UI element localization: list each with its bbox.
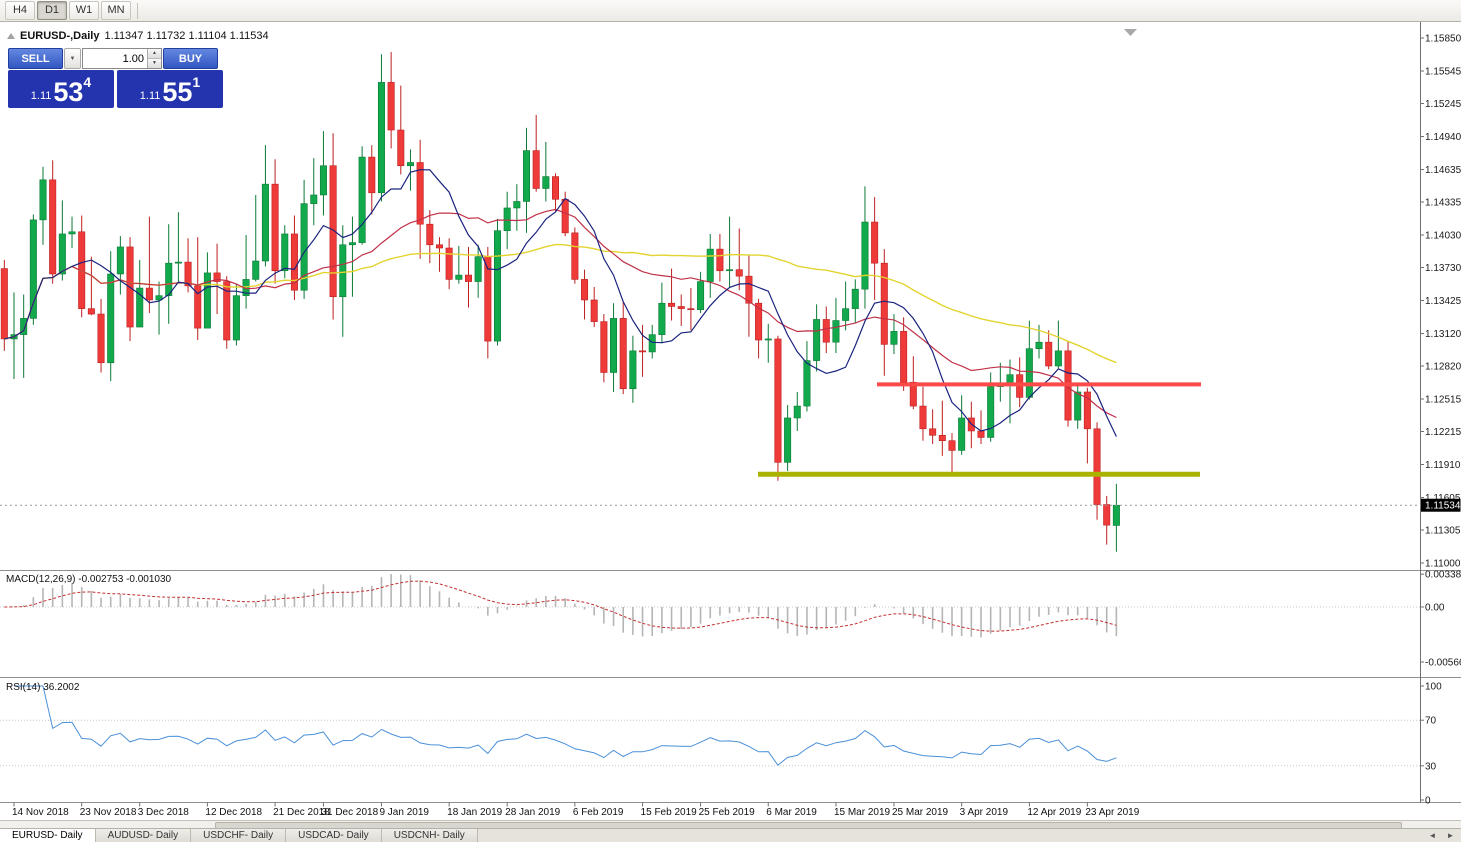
one-click-collapse-icon[interactable]	[7, 33, 15, 39]
svg-text:3 Apr 2019: 3 Apr 2019	[960, 807, 1009, 818]
svg-text:12 Dec 2018: 12 Dec 2018	[205, 807, 262, 818]
svg-text:100: 100	[1425, 682, 1442, 693]
tab-usdcnh-daily[interactable]: USDCNH- Daily	[381, 829, 478, 842]
svg-text:1.15850: 1.15850	[1425, 34, 1461, 45]
svg-text:1.14030: 1.14030	[1425, 231, 1461, 242]
svg-text:1.11605: 1.11605	[1425, 493, 1461, 504]
svg-text:1.14335: 1.14335	[1425, 198, 1461, 209]
chevron-down-icon: ▼	[69, 55, 76, 62]
svg-text:1.12820: 1.12820	[1425, 362, 1461, 373]
buy-price-pip-digit: 1	[192, 74, 201, 90]
svg-text:1.12215: 1.12215	[1425, 427, 1461, 438]
ma-55-line	[4, 243, 1117, 364]
macd-signal-line	[4, 580, 1117, 632]
svg-text:MACD(12,26,9) -0.002753 -0.00: MACD(12,26,9) -0.002753 -0.001030	[6, 574, 172, 585]
chart-tabs-bar: EURUSD- Daily AUDUSD- Daily USDCHF- Dail…	[0, 828, 1461, 842]
buy-button[interactable]: BUY	[163, 48, 218, 69]
tab-scroll-left-icon[interactable]: ◄	[1428, 830, 1437, 840]
chart-ohlc-values: 1.11347 1.11732 1.11104 1.11534	[104, 30, 269, 42]
svg-text:6 Feb 2019: 6 Feb 2019	[573, 807, 624, 818]
svg-text:70: 70	[1425, 716, 1437, 727]
sell-price-pip-digit: 4	[83, 74, 92, 90]
svg-text:1.14635: 1.14635	[1425, 165, 1461, 176]
svg-text:25 Feb 2019: 25 Feb 2019	[699, 807, 756, 818]
svg-text:1.11000: 1.11000	[1425, 559, 1461, 570]
sell-price-big-digits: 53	[53, 77, 84, 107]
sell-button[interactable]: SELL	[8, 48, 63, 69]
tab-usdchf-daily[interactable]: USDCHF- Daily	[191, 829, 287, 842]
svg-text:1.11910: 1.11910	[1425, 460, 1461, 471]
buy-price-prefix: 1.11	[139, 90, 161, 102]
svg-text:23 Nov 2018: 23 Nov 2018	[80, 807, 137, 818]
svg-text:-0.005663: -0.005663	[1425, 657, 1461, 668]
svg-text:21 Dec 2018: 21 Dec 2018	[273, 807, 330, 818]
svg-text:1.14940: 1.14940	[1425, 132, 1461, 143]
volume-input[interactable]	[83, 49, 147, 68]
svg-text:25 Mar 2019: 25 Mar 2019	[892, 807, 949, 818]
svg-text:1.15545: 1.15545	[1425, 67, 1461, 78]
buy-price-big-digits: 55	[162, 77, 193, 107]
macd-histogram	[13, 574, 1118, 638]
shift-marker-icon	[1124, 29, 1137, 36]
svg-text:1.11534: 1.11534	[1425, 501, 1461, 512]
volume-spinner: ▲ ▼	[147, 49, 161, 68]
one-click-trading-panel: SELL ▼ ▲ ▼ BUY 1.11534 1.115	[8, 48, 228, 108]
svg-text:1.15245: 1.15245	[1425, 99, 1461, 110]
volume-increase-button[interactable]: ▲	[148, 49, 161, 59]
svg-text:15 Feb 2019: 15 Feb 2019	[641, 807, 698, 818]
timeframe-toolbar: H4 D1 W1 MN	[0, 0, 1461, 22]
svg-text:1.11305: 1.11305	[1425, 526, 1461, 537]
svg-text:23 Apr 2019: 23 Apr 2019	[1085, 807, 1139, 818]
svg-text:0.003383: 0.003383	[1425, 570, 1461, 581]
svg-text:6 Mar 2019: 6 Mar 2019	[766, 807, 817, 818]
svg-text:31 Dec 2018: 31 Dec 2018	[321, 807, 378, 818]
svg-text:1.13730: 1.13730	[1425, 263, 1461, 274]
toolbar-divider	[137, 2, 138, 19]
buy-price-display[interactable]: 1.11 55 1	[117, 70, 223, 108]
timeframe-w1-button[interactable]: W1	[69, 1, 99, 20]
current-price-tag	[1421, 498, 1461, 512]
svg-text:0.00: 0.00	[1425, 603, 1445, 614]
svg-text:28 Jan 2019: 28 Jan 2019	[505, 807, 560, 818]
svg-text:1.13425: 1.13425	[1425, 296, 1461, 307]
volume-dropdown-button[interactable]: ▼	[64, 48, 81, 69]
volume-box: ▲ ▼	[82, 48, 162, 69]
svg-text:30: 30	[1425, 761, 1437, 772]
svg-text:1.13120: 1.13120	[1425, 329, 1461, 340]
sell-price-prefix: 1.11	[30, 90, 52, 102]
timeframe-mn-button[interactable]: MN	[101, 1, 131, 20]
tab-audusd-daily[interactable]: AUDUSD- Daily	[95, 829, 192, 842]
ma-8-line	[4, 169, 1117, 437]
svg-text:0: 0	[1425, 796, 1431, 807]
candles-layer	[0, 52, 1120, 552]
tab-scroll-right-icon[interactable]: ►	[1446, 830, 1455, 840]
rsi-line	[14, 685, 1117, 766]
svg-text:1.12515: 1.12515	[1425, 395, 1461, 406]
chart-title: EURUSD-,Daily 1.11347 1.11732 1.11104 1.…	[7, 30, 269, 42]
timeframe-d1-button[interactable]: D1	[37, 1, 67, 20]
svg-text:15 Mar 2019: 15 Mar 2019	[834, 807, 891, 818]
sell-price-display[interactable]: 1.11 53 4	[8, 70, 114, 108]
main-chart-canvas[interactable]: 1.15850 1.15545 1.15245 1.14940 1.14635 1.143…	[0, 22, 1461, 820]
svg-text:9 Jan 2019: 9 Jan 2019	[379, 807, 429, 818]
tab-eurusd-daily[interactable]: EURUSD- Daily	[0, 829, 96, 842]
svg-text:14 Nov 2018: 14 Nov 2018	[12, 807, 69, 818]
svg-text:3 Dec 2018: 3 Dec 2018	[138, 807, 190, 818]
timeframe-h4-button[interactable]: H4	[5, 1, 35, 20]
svg-text:RSI(14) 36.2002: RSI(14) 36.2002	[6, 682, 80, 693]
horizontal-scrollbar[interactable]	[0, 820, 1461, 829]
ma-21-line	[4, 208, 1117, 419]
svg-text:18 Jan 2019: 18 Jan 2019	[447, 807, 502, 818]
svg-text:12 Apr 2019: 12 Apr 2019	[1027, 807, 1081, 818]
chart-symbol-label: EURUSD-,Daily	[20, 30, 100, 42]
chart-region: 1.15850 1.15545 1.15245 1.14940 1.14635 1.143…	[0, 22, 1461, 820]
tab-scroll-arrows: ◄ ►	[1425, 829, 1458, 842]
tab-usdcad-daily[interactable]: USDCAD- Daily	[286, 829, 382, 842]
volume-decrease-button[interactable]: ▼	[148, 59, 161, 68]
